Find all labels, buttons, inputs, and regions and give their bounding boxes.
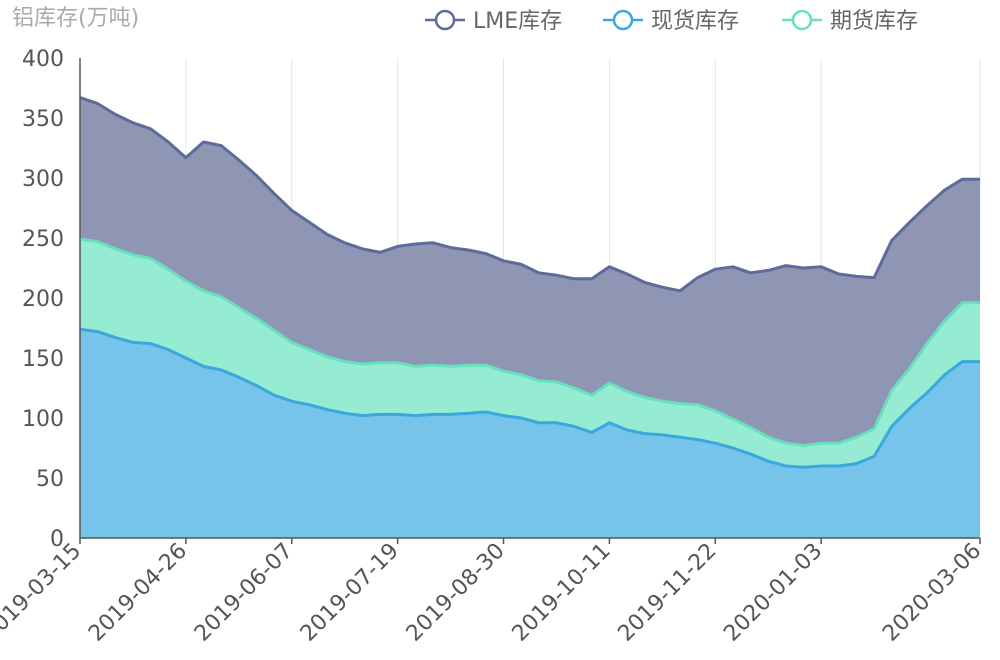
y-axis: 0 50 100 150 200 250 300 350 400 [22,47,81,552]
legend-item[interactable]: 期货库存 [782,9,918,34]
x-tick-label: 2020-01-03 [719,539,827,647]
legend-label: 期货库存 [830,9,918,34]
x-axis: 2019-03-152019-04-262019-06-072019-07-19… [0,537,986,647]
series-line-0 [79,96,980,293]
y-tick-label: 200 [22,287,64,312]
legend: LME库存 现货库存 期货库存 [425,9,918,34]
series-areas [80,97,980,538]
y-tick-label: 0 [50,527,64,552]
x-tick-label: 2019-11-22 [613,539,721,647]
x-tick-label: 2020-03-06 [878,539,986,647]
x-tick-label: 2019-06-07 [190,539,298,647]
y-tick-label: 250 [22,227,64,252]
legend-item[interactable]: 现货库存 [603,9,739,34]
x-tick-label: 2019-10-11 [508,539,616,647]
legend-marker-icon [791,9,813,31]
y-axis-label: 铝库存(万吨) [12,6,139,31]
legend-label: LME库存 [473,9,562,34]
series-line-2 [79,327,980,469]
y-tick-label: 150 [22,347,64,372]
legend-label: 现货库存 [651,9,739,34]
x-tick-label: 2019-08-30 [402,539,510,647]
series-area-2 [80,329,980,538]
y-tick-label: 300 [22,167,64,192]
legend-item[interactable]: LME库存 [425,9,562,34]
x-tick-label: 2019-07-19 [296,539,404,647]
y-tick-label: 400 [22,47,64,72]
legend-marker-icon [434,9,456,31]
series-lines [79,96,980,469]
series-line-1 [79,237,980,448]
y-tick-label: 100 [22,407,64,432]
y-tick-label: 350 [22,107,64,132]
legend-marker-icon [612,9,634,31]
x-tick-label: 2019-04-26 [84,539,192,647]
y-tick-label: 50 [36,467,64,492]
x-tick-label: 2019-03-15 [0,539,86,647]
